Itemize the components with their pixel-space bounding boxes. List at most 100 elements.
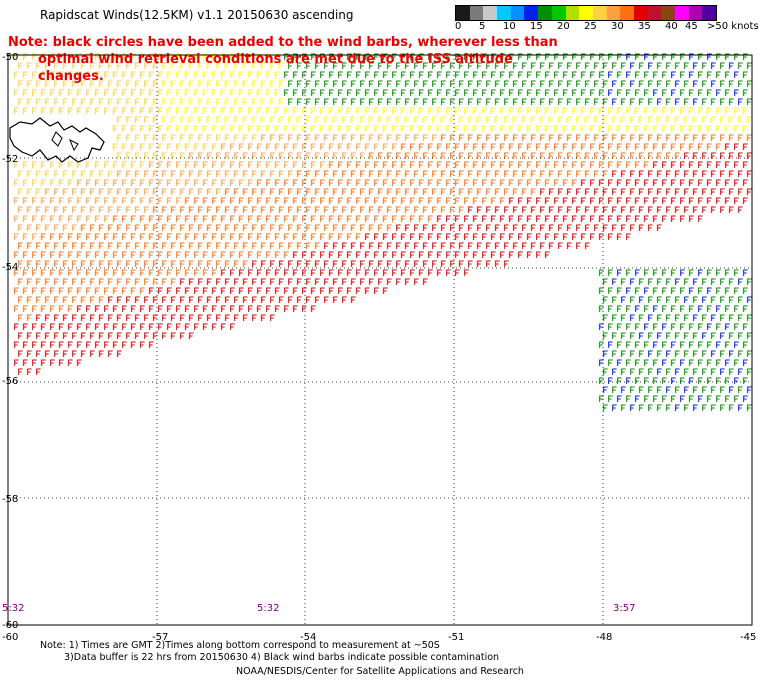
wind-barb [284, 179, 289, 186]
wind-barb [621, 224, 626, 231]
wind-barb [113, 233, 118, 240]
wind-barb [707, 305, 712, 312]
wind-barb [279, 206, 284, 213]
wind-barb [675, 368, 680, 375]
wind-barb [747, 314, 752, 321]
wind-barb [707, 125, 712, 132]
wind-barb [32, 287, 37, 294]
wind-barb [144, 314, 149, 321]
wind-barb [468, 98, 473, 105]
wind-barb [639, 62, 644, 69]
wind-barb [266, 233, 271, 240]
wind-barb [653, 197, 658, 204]
wind-barb [702, 116, 707, 123]
wind-barb [698, 89, 703, 96]
wind-barb [554, 53, 559, 60]
wind-barb [113, 341, 118, 348]
lat-label: -56 [2, 376, 18, 387]
wind-barb [509, 125, 514, 132]
wind-barb [585, 98, 590, 105]
wind-barb [423, 260, 428, 267]
wind-barb [437, 197, 442, 204]
wind-barb [27, 206, 32, 213]
wind-barb [689, 107, 694, 114]
wind-barb [698, 53, 703, 60]
wind-barb [617, 359, 622, 366]
wind-barb [149, 233, 154, 240]
wind-barb [504, 188, 509, 195]
wind-barb [495, 206, 500, 213]
wind-barb [383, 287, 388, 294]
wind-barb [711, 386, 716, 393]
wind-barb [689, 161, 694, 168]
wind-barb [711, 278, 716, 285]
wind-barb [230, 305, 235, 312]
wind-barb [747, 134, 752, 141]
wind-barb [455, 251, 460, 258]
wind-barb [221, 233, 226, 240]
wind-barb [482, 161, 487, 168]
wind-barb [621, 368, 626, 375]
wind-barb [513, 116, 518, 123]
wind-barb [513, 62, 518, 69]
wind-barb [59, 341, 64, 348]
legend-swatch [606, 6, 621, 20]
wind-barb [351, 296, 356, 303]
wind-barb [347, 287, 352, 294]
wind-barb [234, 296, 239, 303]
wind-barb [63, 80, 68, 87]
wind-barb [419, 269, 424, 276]
wind-barb [239, 71, 244, 78]
wind-barb [495, 134, 500, 141]
wind-barb [239, 233, 244, 240]
wind-barb [410, 143, 415, 150]
wind-barb [203, 161, 208, 168]
wind-barb [180, 134, 185, 141]
wind-barb [306, 206, 311, 213]
wind-barb [135, 134, 140, 141]
wind-barb [99, 278, 104, 285]
wind-barb [23, 53, 28, 60]
wind-barb [59, 215, 64, 222]
wind-barb [158, 215, 163, 222]
wind-barb [117, 80, 122, 87]
wind-barb [702, 134, 707, 141]
wind-barb [63, 314, 68, 321]
wind-barb [653, 323, 658, 330]
wind-barb [171, 278, 176, 285]
wind-barb [504, 152, 509, 159]
wind-barb [284, 107, 289, 114]
wind-barb [23, 359, 28, 366]
wind-barb [221, 323, 226, 330]
wind-barb [684, 62, 689, 69]
wind-barb [734, 161, 739, 168]
wind-barb [374, 161, 379, 168]
wind-barb [522, 80, 527, 87]
wind-barb [162, 278, 167, 285]
wind-barb [450, 80, 455, 87]
wind-barb [131, 287, 136, 294]
wind-barb [630, 152, 635, 159]
wind-barb [72, 188, 77, 195]
wind-barb [639, 224, 644, 231]
wind-barb [482, 107, 487, 114]
wind-barb [396, 242, 401, 249]
wind-barb [738, 278, 743, 285]
wind-barb [329, 269, 334, 276]
wind-barb [59, 305, 64, 312]
wind-barb [653, 89, 658, 96]
wind-barb [635, 305, 640, 312]
wind-barb [311, 287, 316, 294]
wind-barb [702, 386, 707, 393]
wind-barb [284, 233, 289, 240]
wind-barb [54, 206, 59, 213]
wind-barb [378, 98, 383, 105]
wind-barb [500, 215, 505, 222]
wind-barb [135, 170, 140, 177]
wind-barb [131, 323, 136, 330]
wind-barb [234, 260, 239, 267]
wind-barb [464, 107, 469, 114]
wind-barb [590, 161, 595, 168]
wind-barb [311, 89, 316, 96]
wind-barb [288, 260, 293, 267]
